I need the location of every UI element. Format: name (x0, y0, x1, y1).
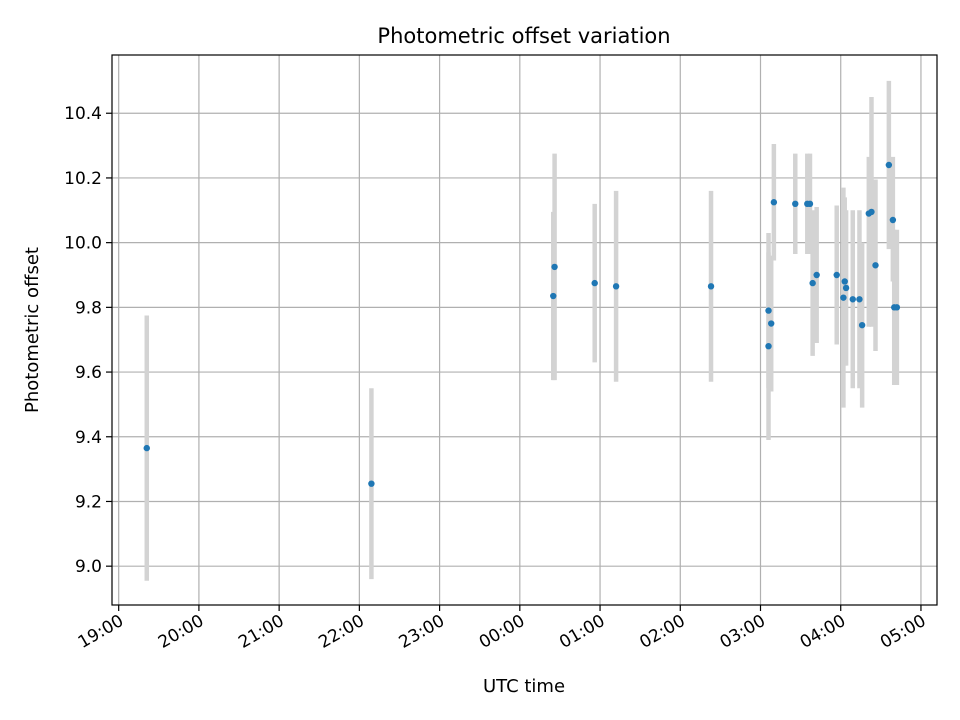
data-point (792, 200, 799, 208)
x-tick-label: 19:00 (75, 611, 127, 653)
data-point (368, 480, 375, 487)
y-tick-label: 9.0 (75, 557, 102, 577)
data-point (767, 320, 775, 327)
x-tick-label: 00:00 (476, 611, 528, 653)
data-point (143, 444, 150, 452)
y-tick-label: 9.2 (75, 492, 102, 512)
point-layer (143, 161, 901, 487)
data-point (889, 216, 897, 224)
x-tick-label: 23:00 (396, 611, 448, 653)
data-point (868, 208, 875, 216)
data-point (612, 283, 620, 290)
x-tick-label: 02:00 (636, 611, 688, 653)
y-axis-label: Photometric offset (22, 247, 43, 413)
data-point (806, 200, 814, 208)
data-point (591, 279, 598, 287)
x-tick-label: 22:00 (315, 611, 367, 653)
x-tick-label: 03:00 (717, 611, 769, 653)
x-tick-label: 21:00 (235, 611, 287, 653)
data-point (765, 342, 772, 350)
data-point (842, 284, 850, 292)
x-tick-label: 05:00 (877, 611, 929, 653)
y-tick-label: 10.2 (64, 169, 102, 189)
y-tick-label: 9.4 (75, 428, 102, 448)
data-point (841, 278, 848, 285)
data-point (813, 271, 820, 279)
data-point (856, 296, 863, 303)
y-tick-label: 9.8 (75, 298, 102, 318)
data-point (833, 271, 840, 279)
y-tick-label: 10.0 (64, 234, 102, 254)
data-point (809, 279, 816, 287)
data-point (858, 321, 866, 329)
x-tick-label: 01:00 (556, 611, 608, 653)
data-point (849, 296, 856, 303)
tick-layer: 19:00 20:00 21:00 22:00 23:00 00:00 01:00 02:00… (64, 104, 929, 653)
data-point (765, 307, 772, 314)
data-point (551, 263, 558, 271)
errorbar-layer (144, 80, 900, 581)
data-point (707, 283, 715, 290)
chart-title: Photometric offset variation (377, 24, 670, 48)
grid-layer (112, 55, 937, 605)
data-point (885, 161, 893, 169)
x-tick-label: 04:00 (797, 611, 849, 653)
data-point (872, 262, 879, 269)
y-tick-label: 10.4 (64, 104, 102, 124)
data-point (840, 294, 847, 301)
y-tick-label: 9.6 (75, 363, 102, 383)
x-axis-label: UTC time (483, 676, 565, 697)
data-point (893, 304, 901, 311)
data-point (770, 199, 778, 206)
plot-frame (111, 54, 938, 606)
x-tick-label: 20:00 (155, 611, 207, 653)
data-point (550, 292, 557, 300)
